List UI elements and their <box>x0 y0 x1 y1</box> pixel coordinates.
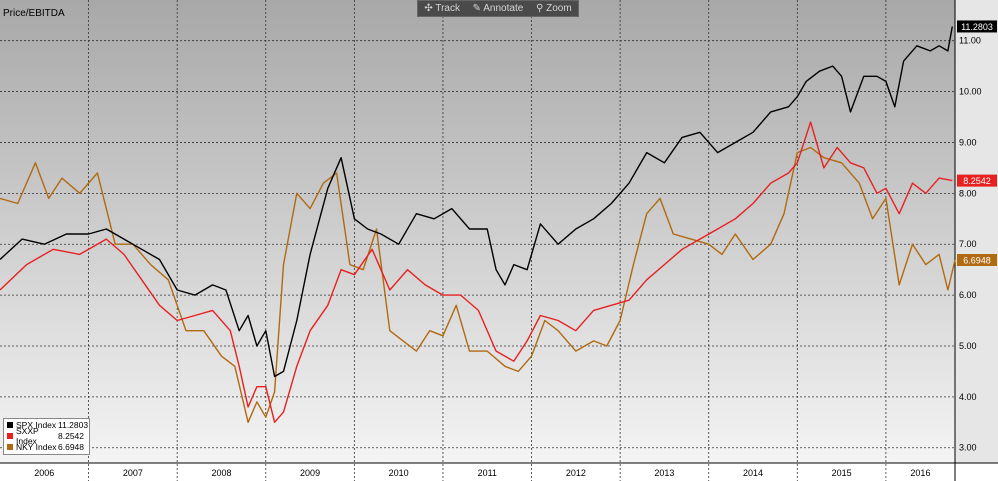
last-value-label: 11.2803 <box>961 22 993 32</box>
y-tick-label: 7.00 <box>959 239 977 249</box>
legend-swatch <box>7 443 13 450</box>
legend-series-name: SPX Index <box>16 419 57 430</box>
y-tick-label: 4.00 <box>959 392 977 402</box>
y-tick-label: 11.00 <box>959 36 981 46</box>
series-line-spx <box>0 26 953 378</box>
search-icon: ⚲ <box>535 3 544 14</box>
x-tick-label: 2015 <box>832 468 852 478</box>
x-tick-label: 2014 <box>743 468 763 478</box>
legend-item-spx: SPX Index 11.2803 <box>4 419 89 430</box>
chart-toolbar: ✣ Track ✎ Annotate ⚲ Zoom <box>417 0 579 17</box>
y-tick-label: 10.00 <box>959 87 982 97</box>
legend-item-nky: NKY Index 6.6948 <box>4 441 89 452</box>
y-axis-area <box>955 0 998 463</box>
zoom-label: Zoom <box>546 3 572 14</box>
pencil-icon: ✎ <box>472 3 482 14</box>
x-axis-area <box>0 463 998 481</box>
track-label: Track <box>435 3 460 14</box>
plot-area <box>0 0 955 463</box>
x-tick-label: 2006 <box>34 468 54 478</box>
x-tick-label: 2016 <box>910 468 930 478</box>
y-tick-label: 8.00 <box>959 188 977 198</box>
legend-series-name: NKY Index <box>16 441 57 452</box>
y-tick-label: 9.00 <box>959 137 977 147</box>
annotate-button[interactable]: ✎ Annotate <box>473 3 524 14</box>
x-tick-label: 2010 <box>389 468 409 478</box>
chart-title: Price/EBITDA <box>3 8 65 19</box>
y-tick-label: 6.00 <box>959 290 977 300</box>
x-tick-label: 2007 <box>123 468 143 478</box>
legend-item-sxxp: SXXP Index 8.2542 <box>4 426 89 446</box>
zoom-button[interactable]: ⚲ Zoom <box>536 3 572 14</box>
y-tick-label: 5.00 <box>959 341 977 351</box>
y-tick-label: 3.00 <box>959 443 977 453</box>
legend-series-value: 11.2803 <box>58 419 89 430</box>
x-tick-label: 2013 <box>654 468 674 478</box>
last-value-tag <box>957 253 997 266</box>
series-line-sxxp <box>0 121 953 423</box>
last-value-tag <box>957 20 997 33</box>
last-value-tag <box>957 174 997 187</box>
legend-swatch <box>7 432 13 439</box>
x-tick-label: 2009 <box>300 468 320 478</box>
legend-series-value: 6.6948 <box>58 441 84 452</box>
x-tick-label: 2008 <box>211 468 231 478</box>
legend-series-name: SXXP Index <box>16 425 39 446</box>
x-tick-label: 2011 <box>478 468 497 478</box>
legend-series-value: 8.2542 <box>58 430 84 441</box>
track-button[interactable]: ✣ Track <box>424 3 460 14</box>
track-icon: ✣ <box>424 3 433 14</box>
legend-swatch <box>7 421 13 428</box>
legend: SPX Index 11.2803 SXXP Index 8.2542 NKY … <box>3 418 90 455</box>
annotate-label: Annotate <box>483 3 524 14</box>
x-tick-label: 2012 <box>566 468 586 478</box>
series-line-nky <box>0 146 956 423</box>
last-value-label: 8.2542 <box>963 176 991 186</box>
last-value-label: 6.6948 <box>963 255 991 265</box>
